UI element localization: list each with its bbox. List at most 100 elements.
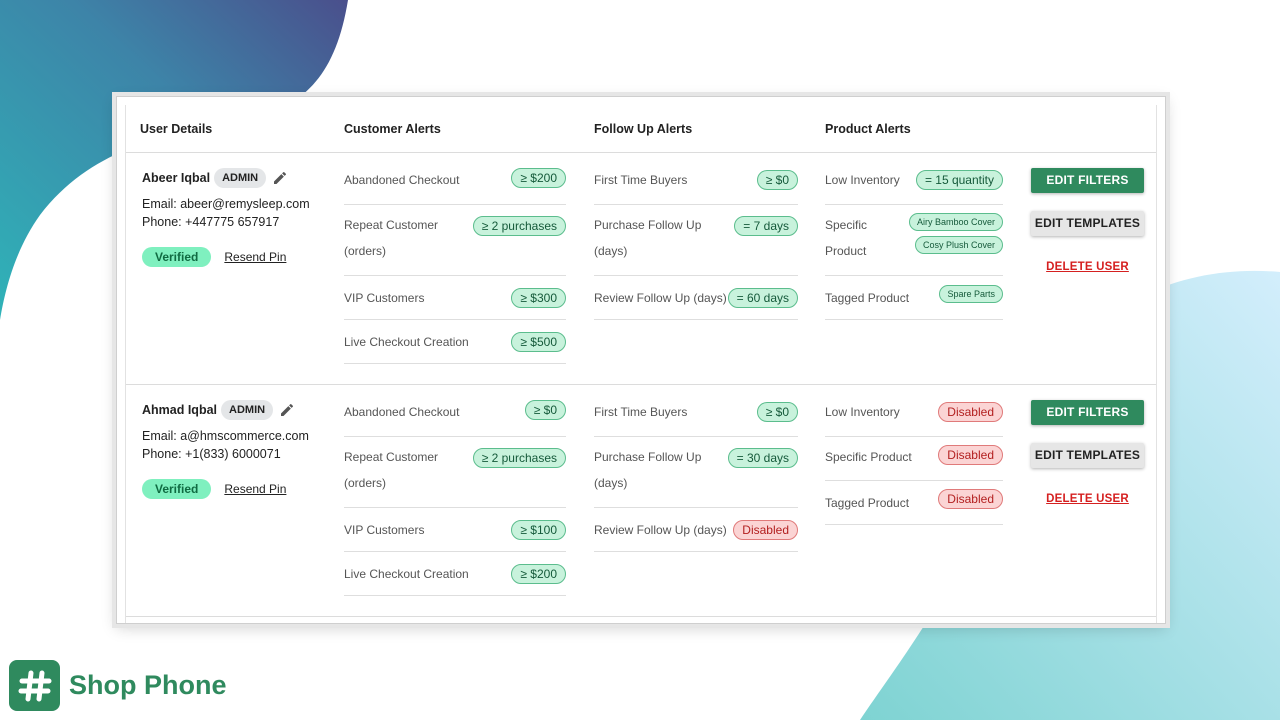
alert-review-follow-up: Review Follow Up (days) Disabled bbox=[594, 508, 798, 552]
alert-low-inventory: Low Inventory = 15 quantity bbox=[825, 167, 1003, 205]
product-tag-chip[interactable]: Spare Parts bbox=[939, 285, 1003, 303]
alert-label: VIP Customers bbox=[344, 291, 425, 305]
alert-label-sub: Product bbox=[825, 244, 867, 258]
role-badge: ADMIN bbox=[221, 400, 274, 420]
follow-up-alerts: First Time Buyers ≥ $0 Purchase Follow U… bbox=[594, 399, 798, 552]
alert-purchase-follow-up: Purchase Follow Up (days) = 30 days bbox=[594, 437, 798, 508]
edit-pencil-icon[interactable] bbox=[279, 402, 295, 418]
alert-label: Low Inventory bbox=[825, 173, 900, 187]
disabled-chip[interactable]: Disabled bbox=[733, 520, 798, 540]
product-alerts: Low Inventory = 15 quantity Specific Pro… bbox=[825, 167, 1003, 320]
alert-abandoned-checkout: Abandoned Checkout ≥ $200 bbox=[344, 167, 566, 205]
product-tag-chip[interactable]: Cosy Plush Cover bbox=[914, 236, 1003, 254]
edit-templates-button[interactable]: EDIT TEMPLATES bbox=[1031, 443, 1144, 468]
verified-badge: Verified bbox=[142, 247, 212, 267]
user-row: Ahmad Iqbal ADMIN Email: a@hmscommerce.c… bbox=[126, 385, 1156, 617]
alert-specific-product: Specific Product Airy Bamboo Cover Cosy … bbox=[825, 205, 1003, 276]
alert-label: VIP Customers bbox=[344, 523, 425, 537]
customer-alerts: Abandoned Checkout ≥ $0 Repeat Customer … bbox=[344, 399, 566, 596]
alert-value-chip[interactable]: = 60 days bbox=[727, 288, 798, 308]
verified-badge: Verified bbox=[142, 479, 212, 499]
alert-label-sub: (orders) bbox=[344, 476, 387, 490]
table-header: User Details Customer Alerts Follow Up A… bbox=[126, 105, 1156, 153]
alert-label: First Time Buyers bbox=[594, 405, 688, 419]
customer-alerts: Abandoned Checkout ≥ $200 Repeat Custome… bbox=[344, 167, 566, 364]
alert-label: Review Follow Up (days) bbox=[594, 291, 727, 305]
alert-tagged-product: Tagged Product Disabled bbox=[825, 481, 1003, 525]
alert-value-chip[interactable]: ≥ $200 bbox=[511, 564, 566, 584]
role-badge: ADMIN bbox=[214, 168, 267, 188]
alert-label: Review Follow Up (days) bbox=[594, 523, 727, 537]
alert-value-chip[interactable]: ≥ $0 bbox=[524, 400, 566, 420]
delete-user-button[interactable]: DELETE USER bbox=[1046, 261, 1129, 273]
alert-label: Specific bbox=[825, 218, 868, 232]
alert-value-chip[interactable]: = 30 days bbox=[727, 448, 798, 468]
brand-name: Shop Phone bbox=[69, 670, 227, 700]
alert-repeat-customer: Repeat Customer (orders) ≥ 2 purchases bbox=[344, 205, 566, 276]
alert-value-chip[interactable]: ≥ $0 bbox=[756, 402, 798, 422]
alert-value-chip[interactable]: ≥ $300 bbox=[511, 288, 566, 308]
alert-value-chip[interactable]: ≥ 2 purchases bbox=[472, 448, 566, 468]
alert-label: Purchase Follow Up bbox=[594, 450, 702, 464]
alert-purchase-follow-up: Purchase Follow Up (days) = 7 days bbox=[594, 205, 798, 276]
follow-up-alerts: First Time Buyers ≥ $0 Purchase Follow U… bbox=[594, 167, 798, 320]
alert-value-chip[interactable]: ≥ $200 bbox=[511, 168, 566, 188]
alert-review-follow-up: Review Follow Up (days) = 60 days bbox=[594, 276, 798, 320]
edit-filters-button[interactable]: EDIT FILTERS bbox=[1031, 168, 1144, 193]
alert-label: Purchase Follow Up bbox=[594, 218, 702, 232]
alert-label: Live Checkout Creation bbox=[344, 567, 469, 581]
edit-pencil-icon[interactable] bbox=[272, 170, 288, 186]
alert-value-chip[interactable]: ≥ $0 bbox=[756, 170, 798, 190]
column-header-user-details: User Details bbox=[140, 122, 213, 136]
column-header-customer-alerts: Customer Alerts bbox=[344, 122, 441, 136]
resend-pin-link[interactable]: Resend Pin bbox=[224, 482, 287, 496]
column-header-follow-up-alerts: Follow Up Alerts bbox=[594, 122, 693, 136]
alert-label: Abandoned Checkout bbox=[344, 173, 460, 187]
product-alerts: Low Inventory Disabled Specific Product … bbox=[825, 399, 1003, 525]
alert-label: Tagged Product bbox=[825, 496, 910, 510]
alert-vip-customers: VIP Customers ≥ $300 bbox=[344, 276, 566, 320]
alert-specific-product: Specific Product Disabled bbox=[825, 437, 1003, 481]
alert-label: Abandoned Checkout bbox=[344, 405, 460, 419]
user-phone: Phone: +1(833) 6000071 bbox=[142, 447, 281, 461]
disabled-chip[interactable]: Disabled bbox=[938, 489, 1003, 509]
alert-value-chip[interactable]: ≥ $500 bbox=[511, 332, 566, 352]
alert-abandoned-checkout: Abandoned Checkout ≥ $0 bbox=[344, 399, 566, 437]
user-details: Abeer Iqbal ADMIN Email: abeer@remysleep… bbox=[142, 167, 332, 267]
hash-icon bbox=[9, 660, 60, 711]
users-alerts-panel: User Details Customer Alerts Follow Up A… bbox=[116, 96, 1166, 624]
alert-vip-customers: VIP Customers ≥ $100 bbox=[344, 508, 566, 552]
user-phone: Phone: +447775 657917 bbox=[142, 215, 280, 229]
alert-repeat-customer: Repeat Customer (orders) ≥ 2 purchases bbox=[344, 437, 566, 508]
alert-label: Repeat Customer bbox=[344, 450, 439, 464]
disabled-chip[interactable]: Disabled bbox=[938, 445, 1003, 465]
disabled-chip[interactable]: Disabled bbox=[938, 402, 1003, 422]
alert-value-chip[interactable]: = 7 days bbox=[734, 216, 798, 236]
alert-value-chip[interactable]: ≥ $100 bbox=[511, 520, 566, 540]
alert-label: First Time Buyers bbox=[594, 173, 688, 187]
alert-first-time-buyers: First Time Buyers ≥ $0 bbox=[594, 399, 798, 437]
user-name: Ahmad Iqbal bbox=[142, 403, 218, 417]
alert-label: Specific Product bbox=[825, 450, 912, 464]
alert-first-time-buyers: First Time Buyers ≥ $0 bbox=[594, 167, 798, 205]
delete-user-button[interactable]: DELETE USER bbox=[1046, 493, 1129, 505]
column-header-product-alerts: Product Alerts bbox=[825, 122, 911, 136]
alert-label-sub: (orders) bbox=[344, 244, 387, 258]
user-row: Abeer Iqbal ADMIN Email: abeer@remysleep… bbox=[126, 153, 1156, 385]
product-tag-chip[interactable]: Airy Bamboo Cover bbox=[908, 213, 1003, 231]
user-name: Abeer Iqbal bbox=[142, 171, 211, 185]
edit-templates-button[interactable]: EDIT TEMPLATES bbox=[1031, 211, 1144, 236]
alert-label: Repeat Customer bbox=[344, 218, 439, 232]
alert-label: Low Inventory bbox=[825, 405, 900, 419]
alert-low-inventory: Low Inventory Disabled bbox=[825, 399, 1003, 437]
alert-value-chip[interactable]: ≥ 2 purchases bbox=[472, 216, 566, 236]
alert-value-chip[interactable]: = 15 quantity bbox=[915, 170, 1003, 190]
alert-live-checkout-creation: Live Checkout Creation ≥ $500 bbox=[344, 320, 566, 364]
edit-filters-button[interactable]: EDIT FILTERS bbox=[1031, 400, 1144, 425]
alert-label-sub: (days) bbox=[594, 476, 628, 490]
alert-label-sub: (days) bbox=[594, 244, 628, 258]
alert-tagged-product: Tagged Product Spare Parts bbox=[825, 276, 1003, 320]
resend-pin-link[interactable]: Resend Pin bbox=[224, 250, 287, 264]
alert-live-checkout-creation: Live Checkout Creation ≥ $200 bbox=[344, 552, 566, 596]
alert-label: Tagged Product bbox=[825, 291, 910, 305]
